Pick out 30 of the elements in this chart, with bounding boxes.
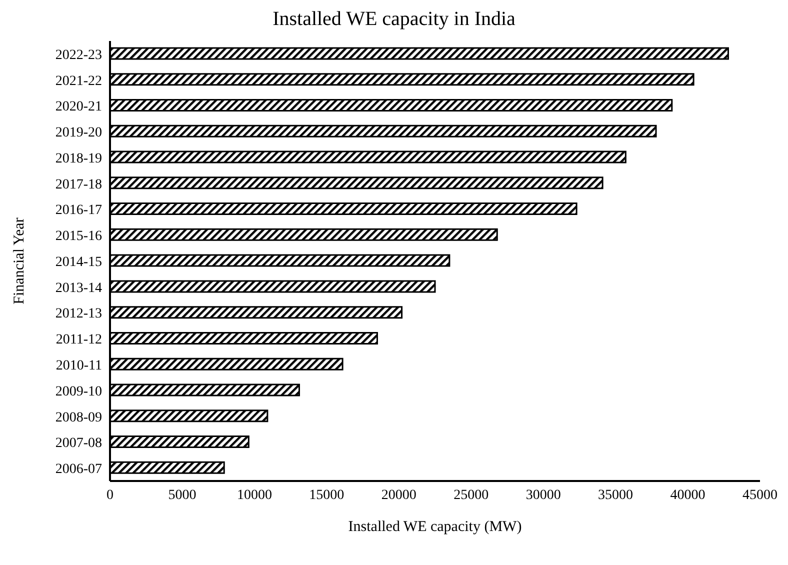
y-axis-title: Financial Year (11, 218, 28, 304)
x-tick-label: 5000 (168, 488, 196, 503)
y-tick-label: 2013-14 (55, 280, 102, 296)
y-tick-label: 2017-18 (55, 177, 102, 192)
y-tick-label: 2006-07 (55, 462, 102, 478)
y-tick-label: 2018-19 (55, 151, 102, 166)
y-tick-label: 2014-15 (55, 254, 102, 270)
y-tick-label: 2010-11 (56, 358, 102, 374)
x-tick-label: 40000 (670, 488, 706, 503)
y-tick-label: 2019-20 (55, 126, 102, 141)
x-tick-label: 30000 (526, 488, 561, 503)
x-tick-label: 15000 (309, 488, 344, 503)
y-tick-label: 2020-21 (55, 100, 102, 115)
x-tick-label: 20000 (381, 488, 416, 503)
y-tick-label: 2008-09 (55, 410, 102, 426)
y-tick-label: 2015-16 (55, 229, 102, 244)
y-tick-label: 2007-08 (55, 436, 102, 452)
x-tick-label: 45000 (742, 488, 778, 503)
x-tick-label: 25000 (454, 488, 489, 503)
chart-title: Installed WE capacity in India (272, 8, 516, 31)
x-axis-title: Installed WE capacity (MW) (348, 519, 522, 535)
y-tick-label: 2022-23 (55, 48, 102, 63)
y-tick-label: 2012-13 (55, 306, 102, 322)
x-tick-label: 10000 (236, 488, 272, 503)
x-tick-label: 35000 (598, 488, 634, 503)
y-tick-label: 2009-10 (55, 384, 102, 400)
y-tick-label: 2011-12 (56, 332, 102, 348)
x-tick-label: 0 (106, 488, 114, 503)
y-tick-label: 2021-22 (55, 74, 102, 89)
y-tick-label: 2016-17 (55, 203, 102, 218)
